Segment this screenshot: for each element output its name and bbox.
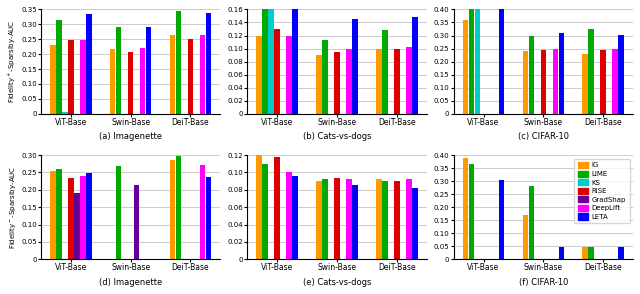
- Bar: [86, 173, 92, 259]
- Bar: [463, 158, 468, 259]
- Bar: [116, 27, 122, 114]
- Bar: [406, 47, 412, 114]
- Bar: [582, 54, 588, 114]
- Bar: [499, 180, 504, 259]
- Bar: [559, 247, 564, 259]
- X-axis label: (e) Cats-vs-dogs: (e) Cats-vs-dogs: [303, 278, 371, 287]
- Bar: [334, 52, 340, 114]
- Bar: [412, 17, 417, 114]
- Bar: [257, 36, 262, 114]
- Bar: [128, 52, 133, 114]
- Bar: [205, 177, 211, 259]
- Bar: [188, 39, 193, 114]
- Bar: [80, 176, 86, 259]
- Bar: [176, 11, 181, 114]
- Bar: [323, 40, 328, 114]
- Bar: [468, 164, 474, 259]
- Bar: [134, 185, 140, 259]
- Bar: [552, 49, 558, 114]
- Bar: [200, 166, 205, 259]
- Bar: [376, 178, 381, 259]
- X-axis label: (a) Imagenette: (a) Imagenette: [99, 132, 162, 141]
- Bar: [170, 35, 175, 114]
- Bar: [352, 185, 358, 259]
- Bar: [286, 36, 292, 114]
- Bar: [588, 29, 594, 114]
- Bar: [529, 36, 534, 114]
- Bar: [56, 20, 61, 114]
- Bar: [200, 35, 205, 114]
- Bar: [618, 35, 624, 114]
- Bar: [116, 166, 122, 259]
- Bar: [523, 51, 528, 114]
- Bar: [334, 178, 340, 259]
- Bar: [346, 49, 352, 114]
- Bar: [475, 7, 480, 114]
- Bar: [292, 9, 298, 114]
- Bar: [523, 215, 528, 259]
- Bar: [406, 178, 412, 259]
- Bar: [600, 50, 606, 114]
- Bar: [499, 9, 504, 114]
- Bar: [292, 176, 298, 259]
- Bar: [68, 40, 74, 114]
- Y-axis label: Fidelity$^-$-Sparsiby-AUC: Fidelity$^-$-Sparsiby-AUC: [8, 166, 19, 249]
- Bar: [541, 50, 546, 114]
- Bar: [205, 13, 211, 114]
- Legend: IG, LIME, KS, RISE, GradShap, DeepLift, LETA: IG, LIME, KS, RISE, GradShap, DeepLift, …: [574, 158, 630, 223]
- Bar: [394, 181, 399, 259]
- Bar: [612, 49, 618, 114]
- Bar: [275, 29, 280, 114]
- X-axis label: (c) CIFAR-10: (c) CIFAR-10: [518, 132, 569, 141]
- Bar: [262, 9, 268, 114]
- Bar: [68, 178, 74, 259]
- Bar: [529, 186, 534, 259]
- Bar: [176, 156, 181, 259]
- Bar: [268, 6, 274, 114]
- Bar: [257, 155, 262, 259]
- Bar: [588, 247, 594, 259]
- Bar: [382, 181, 388, 259]
- Bar: [50, 45, 56, 114]
- Bar: [352, 19, 358, 114]
- Bar: [323, 178, 328, 259]
- Y-axis label: Fidelity$^+$-Sparsiby-AUC: Fidelity$^+$-Sparsiby-AUC: [7, 20, 19, 103]
- Bar: [316, 181, 322, 259]
- Bar: [382, 30, 388, 114]
- Bar: [50, 171, 56, 259]
- Bar: [582, 247, 588, 259]
- Bar: [463, 20, 468, 114]
- Bar: [316, 55, 322, 114]
- Bar: [468, 8, 474, 114]
- Bar: [412, 188, 417, 259]
- X-axis label: (d) Imagenette: (d) Imagenette: [99, 278, 163, 287]
- Bar: [275, 157, 280, 259]
- X-axis label: (b) Cats-vs-dogs: (b) Cats-vs-dogs: [303, 132, 371, 141]
- Bar: [80, 40, 86, 114]
- Bar: [56, 169, 61, 259]
- Bar: [110, 49, 115, 114]
- Bar: [170, 160, 175, 259]
- Bar: [74, 193, 79, 259]
- X-axis label: (f) CIFAR-10: (f) CIFAR-10: [518, 278, 568, 287]
- Bar: [86, 14, 92, 114]
- Bar: [618, 247, 624, 259]
- Bar: [286, 173, 292, 259]
- Bar: [346, 179, 352, 259]
- Bar: [146, 27, 152, 114]
- Bar: [62, 112, 68, 114]
- Bar: [262, 164, 268, 259]
- Bar: [559, 33, 564, 114]
- Bar: [140, 48, 145, 114]
- Bar: [376, 49, 381, 114]
- Bar: [394, 49, 399, 114]
